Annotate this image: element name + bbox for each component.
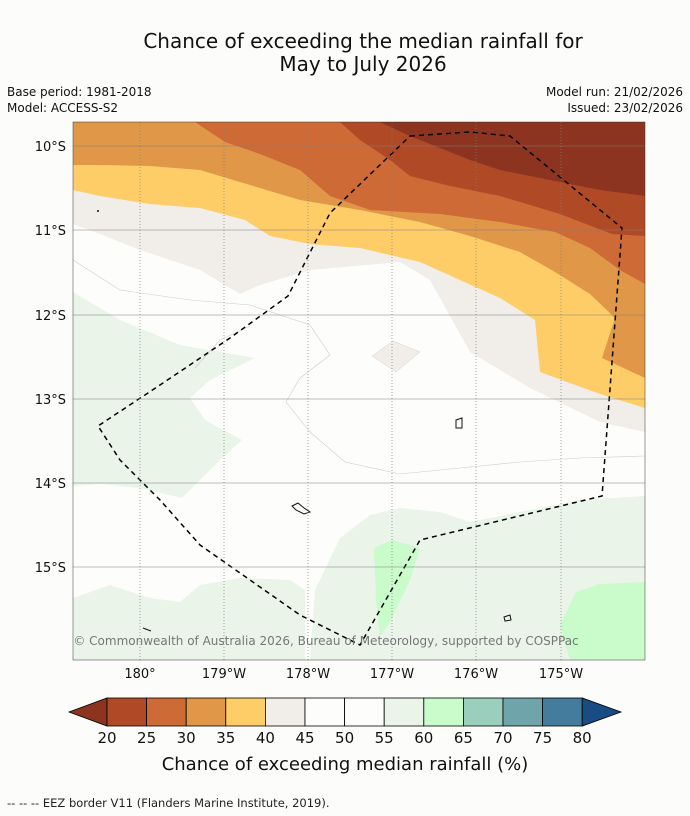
eez-legend: -- -- -- EEZ border V11 (Flanders Marine… — [7, 796, 330, 810]
colorbar-tick-label: 60 — [414, 729, 433, 747]
colorbar-segment — [264, 697, 306, 727]
colorbar-segment — [502, 697, 543, 727]
colorbar-tick-label: 65 — [454, 729, 473, 747]
colorbar: 20 25 30 35 40 45 50 55 60 65 70 75 80 — [67, 697, 623, 747]
island-3 — [503, 614, 512, 622]
island-4 — [142, 627, 152, 632]
lon-label: 180° — [124, 667, 155, 682]
colorbar-segment — [423, 697, 464, 727]
model-run: Model run: 21/02/2026 — [545, 85, 683, 99]
island-dot — [97, 210, 99, 212]
lat-label: 15°S — [35, 561, 66, 576]
meta-left: Base period: 1981-2018 Model: ACCESS-S2 — [7, 84, 152, 116]
colorbar-segment — [146, 697, 187, 727]
lon-axis: 180° 179°W 178°W 177°W 176°W 175°W — [124, 667, 583, 682]
lat-label: 13°S — [35, 393, 66, 408]
lon-label: 176°W — [454, 667, 498, 682]
issued-date: Issued: 23/02/2026 — [567, 101, 683, 115]
eez-line-symbol: -- -- -- — [7, 796, 40, 810]
lat-label: 12°S — [35, 309, 66, 324]
colorbar-tick-label: 55 — [375, 729, 394, 747]
colorbar-extend-low — [67, 697, 108, 727]
meta-right: Model run: 21/02/2026 Issued: 23/02/2026 — [546, 84, 683, 116]
base-period: Base period: 1981-2018 — [7, 85, 152, 99]
lon-label: 175°W — [539, 667, 583, 682]
colorbar-extend-high — [581, 697, 623, 727]
colorbar-segment — [344, 697, 385, 727]
lat-label: 11°S — [35, 224, 66, 239]
lon-label: 178°W — [286, 667, 330, 682]
islands — [142, 417, 512, 632]
colorbar-segment — [185, 697, 227, 727]
colorbar-segment — [106, 697, 147, 727]
lat-label: 14°S — [35, 477, 66, 492]
band-below-20 — [380, 122, 645, 196]
lon-label: 177°W — [370, 667, 414, 682]
copyright-text: © Commonwealth of Australia 2026, Bureau… — [73, 634, 578, 648]
map-figure: 10°S11°S12°S13°S14°S15°S 180° 179°W 178°W 1… — [35, 121, 646, 775]
colorbar-segment — [225, 697, 266, 727]
colorbar-segment — [542, 697, 583, 727]
colorbar-segment — [462, 697, 504, 727]
eez-legend-text: EEZ border V11 (Flanders Marine Institut… — [42, 796, 330, 810]
colorbar-tick-label: 80 — [573, 729, 592, 747]
colorbar-segment — [383, 697, 425, 727]
lat-label: 10°S — [35, 140, 66, 155]
title-line-1: Chance of exceeding the median rainfall … — [143, 29, 583, 53]
island-1 — [455, 417, 463, 429]
colorbar-tick-label: 35 — [216, 729, 235, 747]
colorbar-segment — [304, 697, 345, 727]
colorbar-tick-label: 25 — [137, 729, 156, 747]
colorbar-tick-label: 20 — [97, 729, 116, 747]
colorbar-tick-label: 75 — [533, 729, 552, 747]
patch-40-45 — [371, 340, 421, 373]
title-line-2: May to July 2026 — [279, 52, 447, 76]
band-60-65-east — [560, 582, 645, 660]
lon-label: 179°W — [202, 667, 246, 682]
chart-title: Chance of exceeding the median rainfall … — [0, 30, 690, 76]
colorbar-tick-label: 40 — [256, 729, 275, 747]
band-55-60-west — [73, 292, 255, 498]
map-frame — [72, 121, 646, 661]
map-plot-area — [73, 122, 645, 660]
lat-axis: 10°S 11°S 12°S 13°S 14°S 15°S — [35, 140, 66, 576]
model-name: Model: ACCESS-S2 — [7, 101, 119, 115]
colorbar-tick-label: 50 — [335, 729, 354, 747]
contour-lines — [73, 259, 645, 475]
island-2 — [291, 502, 312, 515]
colorbar-tick-label: 30 — [177, 729, 196, 747]
gridlines — [73, 122, 645, 660]
band-55-60-southwest — [73, 578, 305, 660]
colorbar-tick-label: 45 — [295, 729, 314, 747]
band-60-65-central — [374, 540, 420, 636]
colorbar-label: Chance of exceeding median rainfall (%) — [162, 754, 529, 775]
colorbar-tick-label: 70 — [493, 729, 512, 747]
